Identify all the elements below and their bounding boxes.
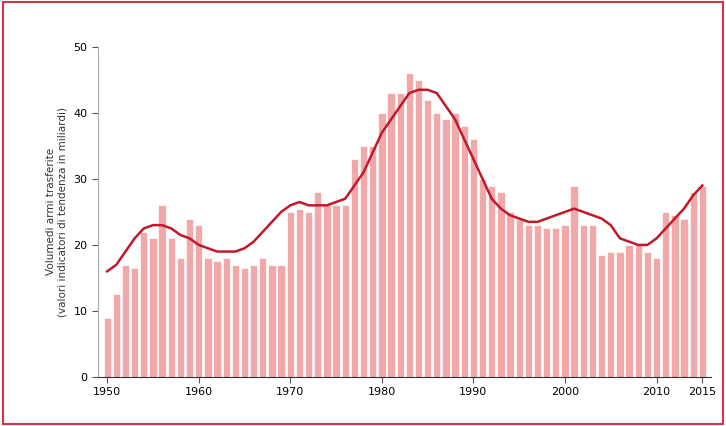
Bar [168, 239, 175, 377]
Bar [488, 186, 495, 377]
Bar [698, 186, 706, 377]
Bar [232, 265, 239, 377]
Bar [213, 262, 221, 377]
Bar [561, 225, 568, 377]
Bar [295, 209, 303, 377]
Bar [104, 318, 111, 377]
Bar [176, 258, 184, 377]
Bar [259, 258, 266, 377]
Bar [305, 212, 312, 377]
Bar [406, 73, 413, 377]
Bar [662, 212, 669, 377]
Bar [287, 212, 294, 377]
Bar [140, 232, 147, 377]
Bar [388, 93, 395, 377]
Bar [690, 192, 697, 377]
Bar [424, 100, 431, 377]
Bar [607, 251, 614, 377]
Bar [369, 146, 376, 377]
Bar [479, 179, 486, 377]
Bar [150, 239, 157, 377]
Bar [158, 205, 166, 377]
Bar [460, 126, 468, 377]
Bar [635, 245, 642, 377]
Bar [672, 215, 679, 377]
Bar [131, 268, 138, 377]
Bar [470, 139, 477, 377]
Bar [341, 205, 349, 377]
Bar [269, 265, 276, 377]
Bar [204, 258, 211, 377]
Bar [625, 245, 633, 377]
Bar [122, 265, 129, 377]
Bar [314, 192, 322, 377]
Bar [113, 294, 120, 377]
Bar [616, 251, 624, 377]
Bar [351, 159, 358, 377]
Bar [497, 192, 505, 377]
Bar [323, 205, 330, 377]
Bar [680, 219, 688, 377]
Bar [644, 251, 651, 377]
Bar [360, 146, 367, 377]
Bar [506, 212, 514, 377]
Bar [378, 113, 386, 377]
Text: TENDENZE NEI TRASFERIMENTI DI SISTEMI D’ARMA, 1950–2015: TENDENZE NEI TRASFERIMENTI DI SISTEMI D’… [18, 13, 440, 26]
Bar [186, 219, 193, 377]
Y-axis label: Volumedi armi trasferite
(valori indicatori di tendenza in miliardi): Volumedi armi trasferite (valori indicat… [46, 107, 68, 317]
Bar [223, 258, 230, 377]
Bar [552, 228, 560, 377]
Bar [515, 219, 523, 377]
Bar [415, 80, 422, 377]
Bar [433, 113, 441, 377]
Bar [653, 258, 660, 377]
Bar [571, 186, 578, 377]
Bar [525, 225, 532, 377]
Bar [452, 113, 459, 377]
Bar [442, 119, 449, 377]
Bar [598, 255, 605, 377]
Bar [250, 265, 257, 377]
Bar [396, 93, 404, 377]
Bar [579, 225, 587, 377]
Bar [534, 225, 541, 377]
Bar [195, 225, 203, 377]
Bar [333, 205, 340, 377]
Bar [543, 228, 550, 377]
Bar [277, 265, 285, 377]
Bar [241, 268, 248, 377]
Bar [589, 225, 596, 377]
